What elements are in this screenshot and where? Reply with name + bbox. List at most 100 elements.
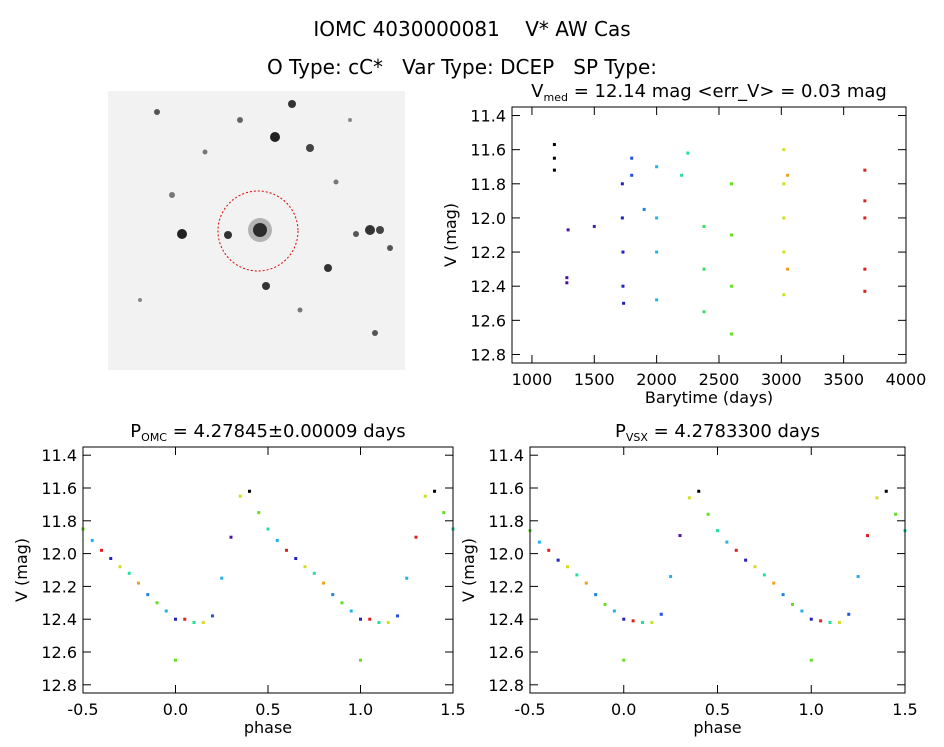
y-axis-label: V (mag) xyxy=(459,538,478,602)
plot-frame xyxy=(529,446,906,694)
data-point xyxy=(248,489,251,493)
data-point xyxy=(659,612,663,616)
data-point xyxy=(127,571,131,575)
data-point xyxy=(744,558,748,562)
data-point xyxy=(566,565,569,569)
data-point xyxy=(620,216,624,220)
title-rest: = 4.27845±0.00009 days xyxy=(167,421,406,442)
y-tick-label: 11.6 xyxy=(470,141,506,160)
data-point xyxy=(566,228,570,232)
data-point xyxy=(257,511,261,515)
x-tick-label: -0.5 xyxy=(514,700,545,719)
data-point xyxy=(782,250,786,254)
data-point xyxy=(716,529,719,533)
data-point xyxy=(238,494,242,498)
x-tick-label: 4000 xyxy=(886,370,927,389)
data-point xyxy=(537,540,541,544)
data-point xyxy=(828,620,832,624)
data-point xyxy=(894,512,898,516)
data-point xyxy=(655,250,659,254)
x-tick-label: 2500 xyxy=(699,370,740,389)
data-point xyxy=(275,538,279,542)
data-point xyxy=(630,173,634,177)
title-main: P xyxy=(615,421,626,442)
y-tick-label: 12.0 xyxy=(470,209,506,228)
data-point xyxy=(146,593,150,597)
data-point xyxy=(863,289,867,293)
data-point xyxy=(552,143,556,147)
data-point xyxy=(174,617,177,621)
x-tick-label: 2000 xyxy=(636,370,677,389)
chart-title: Vmed = 12.14 mag <err_V> = 0.03 mag xyxy=(531,81,887,104)
x-tick-label: 1.5 xyxy=(440,700,465,719)
y-axis-label: V (mag) xyxy=(12,538,31,602)
data-point xyxy=(772,581,776,585)
data-point xyxy=(556,558,560,562)
x-axis-label: phase xyxy=(244,718,292,737)
data-point xyxy=(729,182,733,186)
data-point xyxy=(782,148,786,152)
data-point xyxy=(414,535,418,539)
data-point xyxy=(863,199,867,203)
data-point xyxy=(641,620,644,624)
data-point xyxy=(603,602,607,606)
data-point xyxy=(621,284,625,288)
data-point xyxy=(782,216,786,220)
data-point xyxy=(819,619,823,623)
y-axis-label: V (mag) xyxy=(441,203,460,267)
y-tick-label: 12.4 xyxy=(41,610,77,629)
data-point xyxy=(266,527,270,531)
data-point xyxy=(809,617,813,621)
figure-subtitle: O Type: cC* Var Type: DCEP SP Type: xyxy=(267,55,657,79)
data-point xyxy=(575,573,579,577)
data-point xyxy=(331,593,335,597)
y-tick-label: 11.8 xyxy=(488,512,524,531)
y-tick-label: 11.6 xyxy=(41,479,77,498)
x-tick-label: 0.5 xyxy=(255,700,280,719)
y-tick-label: 12.2 xyxy=(41,577,77,596)
y-tick-label: 11.4 xyxy=(488,446,524,465)
data-point xyxy=(137,581,140,585)
data-point xyxy=(786,267,790,271)
data-point xyxy=(612,609,616,613)
data-point xyxy=(631,619,635,623)
x-tick-label: -0.5 xyxy=(67,700,98,719)
data-point xyxy=(655,298,659,302)
data-point xyxy=(702,310,706,314)
y-tick-label: 12.2 xyxy=(488,577,524,596)
data-point xyxy=(368,617,372,621)
y-tick-label: 11.8 xyxy=(41,512,77,531)
x-tick-label: 3000 xyxy=(761,370,802,389)
data-point xyxy=(155,601,159,605)
title-main: P xyxy=(130,421,141,442)
data-point xyxy=(762,573,766,577)
y-tick-label: 11.4 xyxy=(41,446,77,465)
data-point xyxy=(729,233,733,237)
x-axis-label: phase xyxy=(693,718,741,737)
x-tick-label: 1.0 xyxy=(799,700,824,719)
data-point xyxy=(786,173,790,177)
data-point xyxy=(782,182,786,186)
y-tick-label: 12.0 xyxy=(41,545,77,564)
data-point xyxy=(433,489,436,493)
y-tick-label: 12.4 xyxy=(488,610,524,629)
data-point xyxy=(875,496,879,500)
chart-title: PVSX = 4.2783300 days xyxy=(615,421,820,444)
data-point xyxy=(565,281,569,285)
data-point xyxy=(211,614,214,618)
data-point xyxy=(90,538,94,542)
y-tick-label: 12.8 xyxy=(41,676,77,695)
y-tick-label: 12.6 xyxy=(41,643,77,662)
data-point xyxy=(547,548,551,552)
data-point xyxy=(322,581,325,585)
x-tick-label: 1.5 xyxy=(892,700,917,719)
data-point xyxy=(863,168,867,172)
data-point xyxy=(285,548,288,552)
data-point xyxy=(863,216,867,220)
x-tick-label: 0.0 xyxy=(611,700,636,719)
y-tick-label: 12.8 xyxy=(488,676,524,695)
data-point xyxy=(863,267,867,271)
data-point xyxy=(183,617,187,621)
x-tick-label: 1500 xyxy=(574,370,615,389)
data-point xyxy=(702,267,706,271)
